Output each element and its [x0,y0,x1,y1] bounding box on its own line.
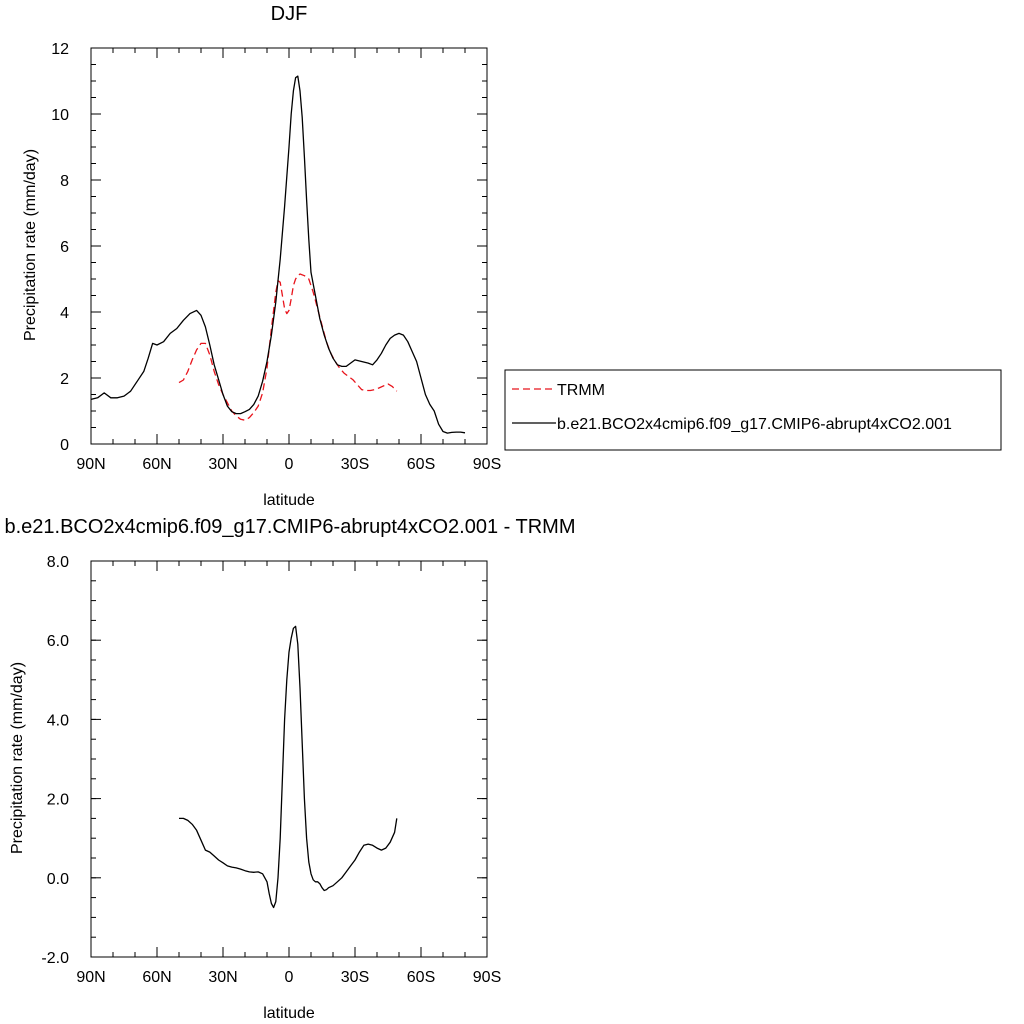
y-tick-label: 8 [60,173,69,190]
y-tick-label: 6.0 [47,633,69,650]
x-tick-label: 30S [341,969,369,986]
plot-frame-top [90,47,488,445]
y-axis-title-top: Precipitation rate (mm/day) [22,149,39,341]
series-line-trmm [178,273,398,421]
plot-frame-bottom [90,560,488,958]
y-tick-label: 12 [51,41,69,58]
x-tick-label: 30N [208,969,237,986]
y-tick-label: 0.0 [47,871,69,888]
panel-title-top: DJF [271,3,308,25]
y-tick-label: 8.0 [47,554,69,571]
legend-label-trmm: TRMM [557,382,605,399]
x-tick-label: 0 [285,456,294,473]
x-tick-label: 30S [341,456,369,473]
x-tick-label: 90S [473,969,501,986]
y-tick-label: -2.0 [41,950,69,967]
y-tick-label: 10 [51,107,69,124]
x-tick-label: 90S [473,456,501,473]
x-tick-label: 30N [208,456,237,473]
y-tick-label: 0 [60,437,69,454]
x-tick-label: 90N [76,456,105,473]
x-tick-label: 60S [407,456,435,473]
legend: TRMM b.e21.BCO2x4cmip6.f09_g17.CMIP6-abr… [504,369,1002,451]
panel-top: DJF Precipitation rate (mm/day) latitude… [22,3,501,509]
panel-bottom: b.e21.BCO2x4cmip6.f09_g17.CMIP6-abrupt4x… [4,516,575,1022]
x-axis-title-bottom: latitude [263,1005,315,1022]
x-tick-label: 60N [142,969,171,986]
y-tick-label: 4.0 [47,712,69,729]
y-axis-title-bottom: Precipitation rate (mm/day) [9,662,26,854]
y-axis-label-bottom: Precipitation rate (mm/day) [9,662,26,854]
x-tick-label: 0 [285,969,294,986]
series-line-model [90,75,466,434]
x-tick-label: 90N [76,969,105,986]
x-tick-label: 60S [407,969,435,986]
x-axis-title-top: latitude [263,492,315,509]
series-line-difference [179,625,398,909]
y-tick-label: 2 [60,371,69,388]
y-axis-label-top: Precipitation rate (mm/day) [22,149,39,341]
x-tick-label: 60N [142,456,171,473]
y-tick-label: 6 [60,239,69,256]
legend-label-model: b.e21.BCO2x4cmip6.f09_g17.CMIP6-abrupt4x… [557,416,952,433]
legend-box [504,369,1002,451]
y-tick-label: 2.0 [47,792,69,809]
panel-title-bottom: b.e21.BCO2x4cmip6.f09_g17.CMIP6-abrupt4x… [4,516,575,538]
y-tick-label: 4 [60,305,69,322]
